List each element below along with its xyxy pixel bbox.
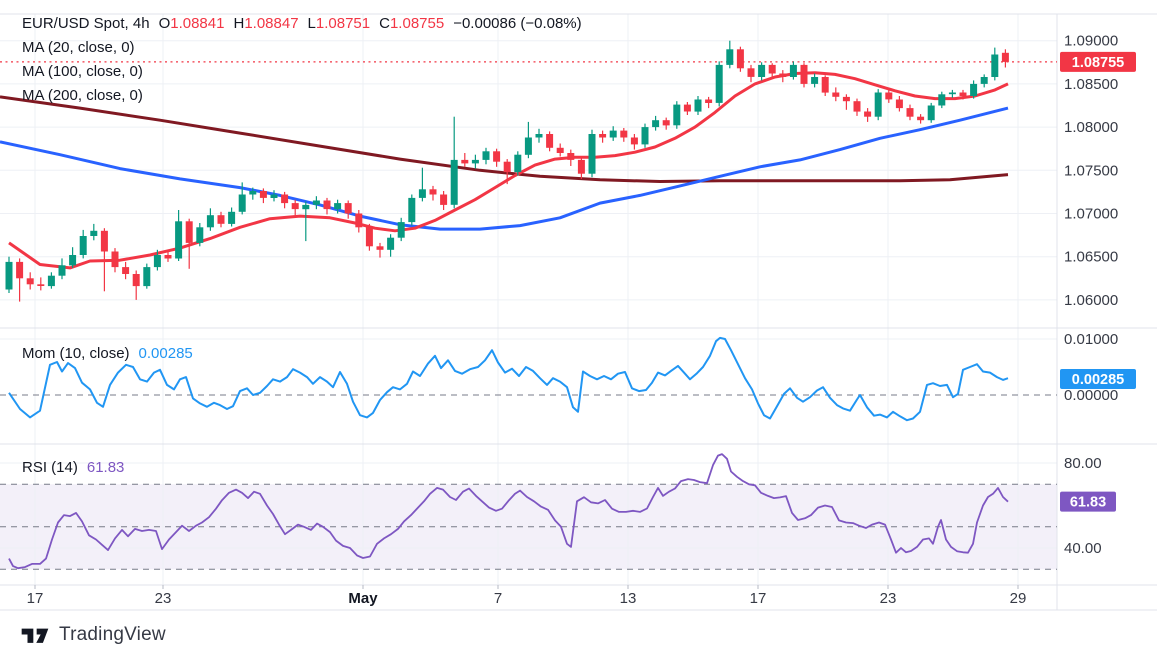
time-label: 29 [1010, 590, 1027, 607]
axis-label: 80.00 [1064, 455, 1102, 472]
time-label: 23 [155, 590, 172, 607]
symbol-legend-row[interactable]: EUR/USD Spot, 4h O1.08841 H1.08847 L1.08751… [22, 12, 582, 36]
symbol-title: EUR/USD Spot, 4h [22, 15, 150, 32]
axis-label: 1.07500 [1064, 162, 1118, 179]
axis-label: 1.08000 [1064, 119, 1118, 136]
axis-label: 1.09000 [1064, 33, 1118, 50]
time-label: May [348, 590, 378, 607]
ma100-legend-row[interactable]: MA (100, close, 0) [22, 60, 582, 84]
ma20-legend-row[interactable]: MA (20, close, 0) [22, 36, 582, 60]
momentum-label: Mom (10, close) [22, 345, 130, 362]
ma200-label: MA (200, close, 0) [22, 87, 143, 104]
svg-text:0.00285: 0.00285 [1072, 372, 1124, 388]
ohlc-open-label: O [158, 15, 171, 32]
time-label: 17 [750, 590, 767, 607]
price-axis[interactable]: 1.09000 1.08500 1.08000 1.07500 1.07000 1.065… [1064, 33, 1118, 557]
rsi-legend-row[interactable]: RSI (14) 61.83 [22, 456, 124, 480]
svg-text:1.08755: 1.08755 [1072, 55, 1124, 71]
pane-separators [0, 13, 1157, 611]
rsi-label: RSI (14) [22, 459, 78, 476]
rsi-line[interactable] [8, 453, 1009, 570]
axis-label: 1.08500 [1064, 76, 1118, 93]
momentum-badge: 0.00285 [1060, 369, 1136, 389]
ohlc-high-label: H [233, 15, 245, 32]
rsi-value: 61.83 [86, 459, 125, 476]
momentum-value: 0.00285 [138, 345, 193, 362]
price-badge: 1.08755 [1060, 51, 1136, 72]
main-legend: EUR/USD Spot, 4h O1.08841 H1.08847 L1.08751… [22, 12, 582, 108]
momentum-line[interactable] [8, 336, 1009, 422]
ma100-label: MA (100, close, 0) [22, 63, 143, 80]
ohlc-close-value: 1.08755 [389, 15, 445, 32]
axis-label: 1.06000 [1064, 292, 1118, 309]
ohlc-low-label: L [307, 15, 316, 32]
chart-canvas[interactable]: 1.09000 1.08500 1.08000 1.07500 1.07000 1.065… [0, 0, 1157, 615]
tradingview-logo[interactable]: TradingView [20, 622, 166, 647]
ma20-label: MA (20, close, 0) [22, 39, 135, 56]
indicator-levels [0, 394, 1057, 570]
time-label: 7 [494, 590, 502, 607]
axis-label: 40.00 [1064, 540, 1102, 557]
change-value: −0.00086 (−0.08%) [453, 15, 582, 32]
time-label: 13 [620, 590, 637, 607]
svg-text:61.83: 61.83 [1070, 495, 1106, 511]
momentum-legend-row[interactable]: Mom (10, close) 0.00285 [22, 342, 193, 366]
ohlc-low-value: 1.08751 [315, 15, 371, 32]
axis-label: 0.00000 [1064, 387, 1118, 404]
tradingview-logo-text: TradingView [59, 623, 166, 645]
axis-label: 1.06500 [1064, 249, 1118, 266]
time-axis[interactable]: 17 23 May 7 13 17 23 29 [27, 585, 1027, 607]
time-label: 17 [27, 590, 44, 607]
axis-label: 0.01000 [1064, 331, 1118, 348]
ohlc-open-value: 1.08841 [170, 15, 225, 32]
axis-label: 1.07000 [1064, 206, 1118, 223]
candles-layer[interactable] [5, 40, 1009, 302]
ma100-line[interactable] [0, 106, 1009, 231]
tradingview-logo-icon [21, 628, 49, 643]
ohlc-high-value: 1.08847 [244, 15, 299, 32]
ma200-line[interactable] [0, 95, 1009, 183]
rsi-badge: 61.83 [1060, 491, 1116, 512]
time-label: 23 [880, 590, 897, 607]
ma200-legend-row[interactable]: MA (200, close, 0) [22, 84, 582, 108]
ma20-line[interactable] [8, 71, 1009, 270]
ohlc-close-label: C [379, 15, 390, 32]
